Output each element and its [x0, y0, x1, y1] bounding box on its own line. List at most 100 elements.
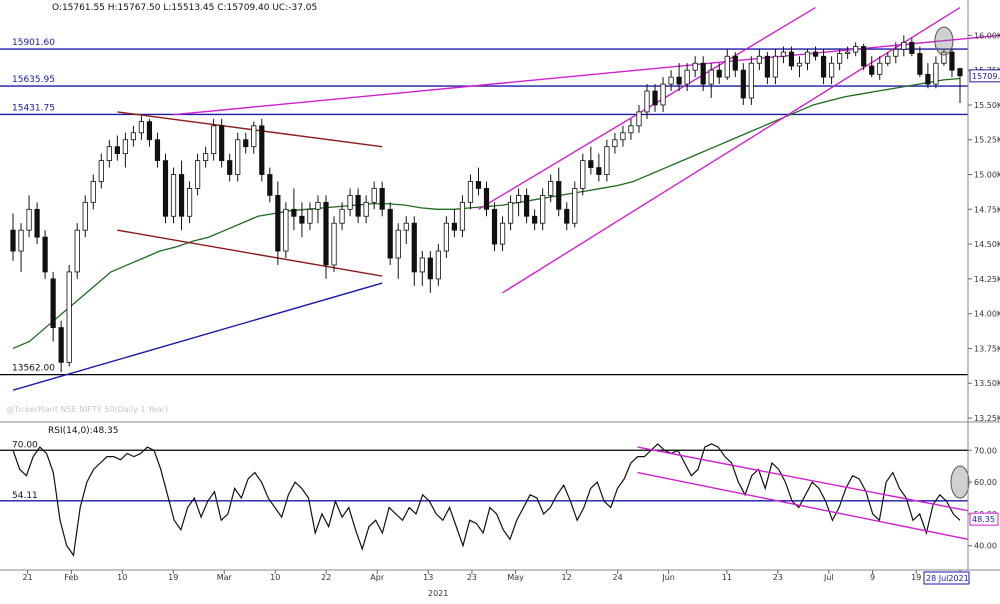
candle-body: [122, 139, 128, 155]
year-label: 2021: [428, 589, 448, 598]
candle-body: [708, 69, 714, 85]
candle-body: [419, 257, 425, 273]
ohlc-header: O:15761.55 H:15767.50 L:15513.45 C:15709…: [52, 3, 317, 13]
x-tick-label: 10: [117, 573, 127, 582]
axes: 16.00K15.75K15.50K15.25K15.00K14.75K14.5…: [0, 0, 1000, 585]
candle-body: [355, 194, 361, 217]
rsi-highlight-circle: [950, 465, 970, 499]
candle-body: [475, 181, 482, 189]
candle-body: [227, 160, 233, 175]
level-label: 13562.00: [12, 364, 55, 374]
candle-body: [820, 55, 827, 78]
candle-body: [652, 90, 658, 106]
candle-body: [804, 51, 811, 64]
candle-body: [283, 208, 289, 252]
candle-body: [307, 208, 313, 224]
candle-body: [515, 194, 522, 203]
candle-body: [732, 55, 738, 71]
candle-body: [186, 188, 193, 217]
candle-body: [837, 53, 843, 64]
price-tick-label: 14.50K: [974, 240, 1000, 249]
candle-body: [933, 62, 939, 85]
price-panel: 15901.60 15635.95 15431.75 13562.00: [0, 6, 1000, 391]
candle-body: [716, 69, 722, 78]
candle-body: [596, 167, 602, 175]
candle-body: [251, 125, 257, 148]
candle-body: [949, 51, 955, 71]
price-tick-label: 13.50K: [974, 379, 1000, 388]
rsi-tick-label: 70.00: [974, 446, 997, 455]
candle-body: [877, 62, 883, 75]
candle-body: [740, 69, 746, 99]
x-tick-label: 24: [613, 573, 623, 582]
candle-body: [828, 62, 835, 78]
candle-body: [315, 201, 321, 210]
candle-body: [548, 181, 554, 196]
x-tick-label: 19: [911, 573, 921, 582]
candle-body: [170, 174, 177, 217]
x-tick-label: 12: [562, 573, 572, 582]
candle-body: [764, 55, 770, 78]
candle-body: [323, 201, 329, 266]
candle-body: [748, 62, 754, 99]
candle-body: [788, 51, 795, 67]
candle-body: [853, 46, 859, 53]
highlight-circle: [934, 26, 954, 56]
candle-body: [901, 41, 907, 50]
candle-body: [331, 222, 337, 266]
price-tick-label: 13.25K: [974, 414, 1000, 423]
price-tick-label: 15.50K: [974, 101, 1000, 110]
candle-body: [74, 229, 80, 273]
price-tick-label: 15.25K: [974, 136, 1000, 145]
candle-body: [443, 222, 449, 252]
rsi-tick-label: 40.00: [974, 542, 997, 551]
candle-body: [138, 121, 145, 134]
date-box: [923, 571, 970, 585]
rsi-level-label: 54.11: [12, 491, 38, 501]
candle-body: [676, 76, 682, 85]
watermark: @TickerPlant NSE NIFTY 50(Daily 1 Year): [6, 405, 168, 414]
candle-body: [203, 153, 209, 162]
rsi-current-label: 48.35: [972, 515, 995, 524]
candle-body: [917, 53, 923, 75]
x-tick-label: Jun: [661, 573, 675, 582]
trendline: [12, 282, 383, 391]
x-tick-label: 23: [467, 573, 477, 582]
candle-body: [411, 222, 417, 273]
candle-body: [58, 327, 64, 363]
rsi-label: RSI(14,0):48.35: [48, 426, 118, 436]
candle-body: [724, 55, 730, 78]
candle-body: [403, 222, 409, 231]
candle-body: [10, 229, 16, 252]
candle-body: [427, 257, 433, 280]
rsi-panel: 70.00 54.11: [0, 440, 970, 557]
candle-body: [684, 69, 690, 85]
candle-body: [371, 188, 377, 203]
x-tick-label: 19: [168, 573, 178, 582]
candle-body: [114, 146, 120, 155]
x-tick-label: 10: [270, 573, 280, 582]
price-tick-label: 14.75K: [974, 205, 1000, 214]
candle-body: [451, 222, 458, 231]
candle-body: [636, 111, 642, 127]
candle-body: [620, 132, 626, 141]
rsi-channel-line: [637, 446, 969, 512]
candle-body: [42, 236, 48, 273]
candle-body: [467, 181, 474, 203]
current-price-label: 15709.4: [972, 72, 1000, 81]
rsi-channel-line: [637, 471, 969, 541]
candle-body: [363, 201, 369, 217]
price-tick-label: 13.75K: [974, 344, 1000, 353]
candle-body: [387, 208, 393, 259]
candle-body: [275, 194, 281, 252]
rsi-level-label: 70.00: [12, 440, 38, 450]
candle-body: [339, 208, 345, 224]
rsi-tick-label: 60.00: [974, 478, 997, 487]
candle-body: [483, 188, 490, 210]
candle-body: [869, 65, 875, 75]
candle-body: [162, 160, 169, 217]
candle-body: [459, 201, 466, 231]
candle-body: [18, 229, 24, 252]
